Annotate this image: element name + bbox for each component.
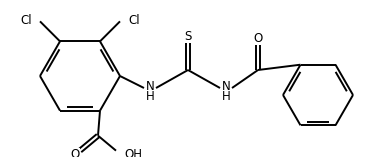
Text: S: S [184, 30, 192, 43]
Text: H: H [222, 89, 230, 103]
Text: OH: OH [124, 148, 142, 157]
Text: H: H [146, 89, 154, 103]
Text: O: O [253, 32, 263, 44]
Text: N: N [146, 81, 154, 94]
Text: O: O [70, 148, 80, 157]
Text: Cl: Cl [128, 14, 140, 27]
Text: N: N [222, 81, 230, 94]
Text: Cl: Cl [20, 14, 32, 27]
